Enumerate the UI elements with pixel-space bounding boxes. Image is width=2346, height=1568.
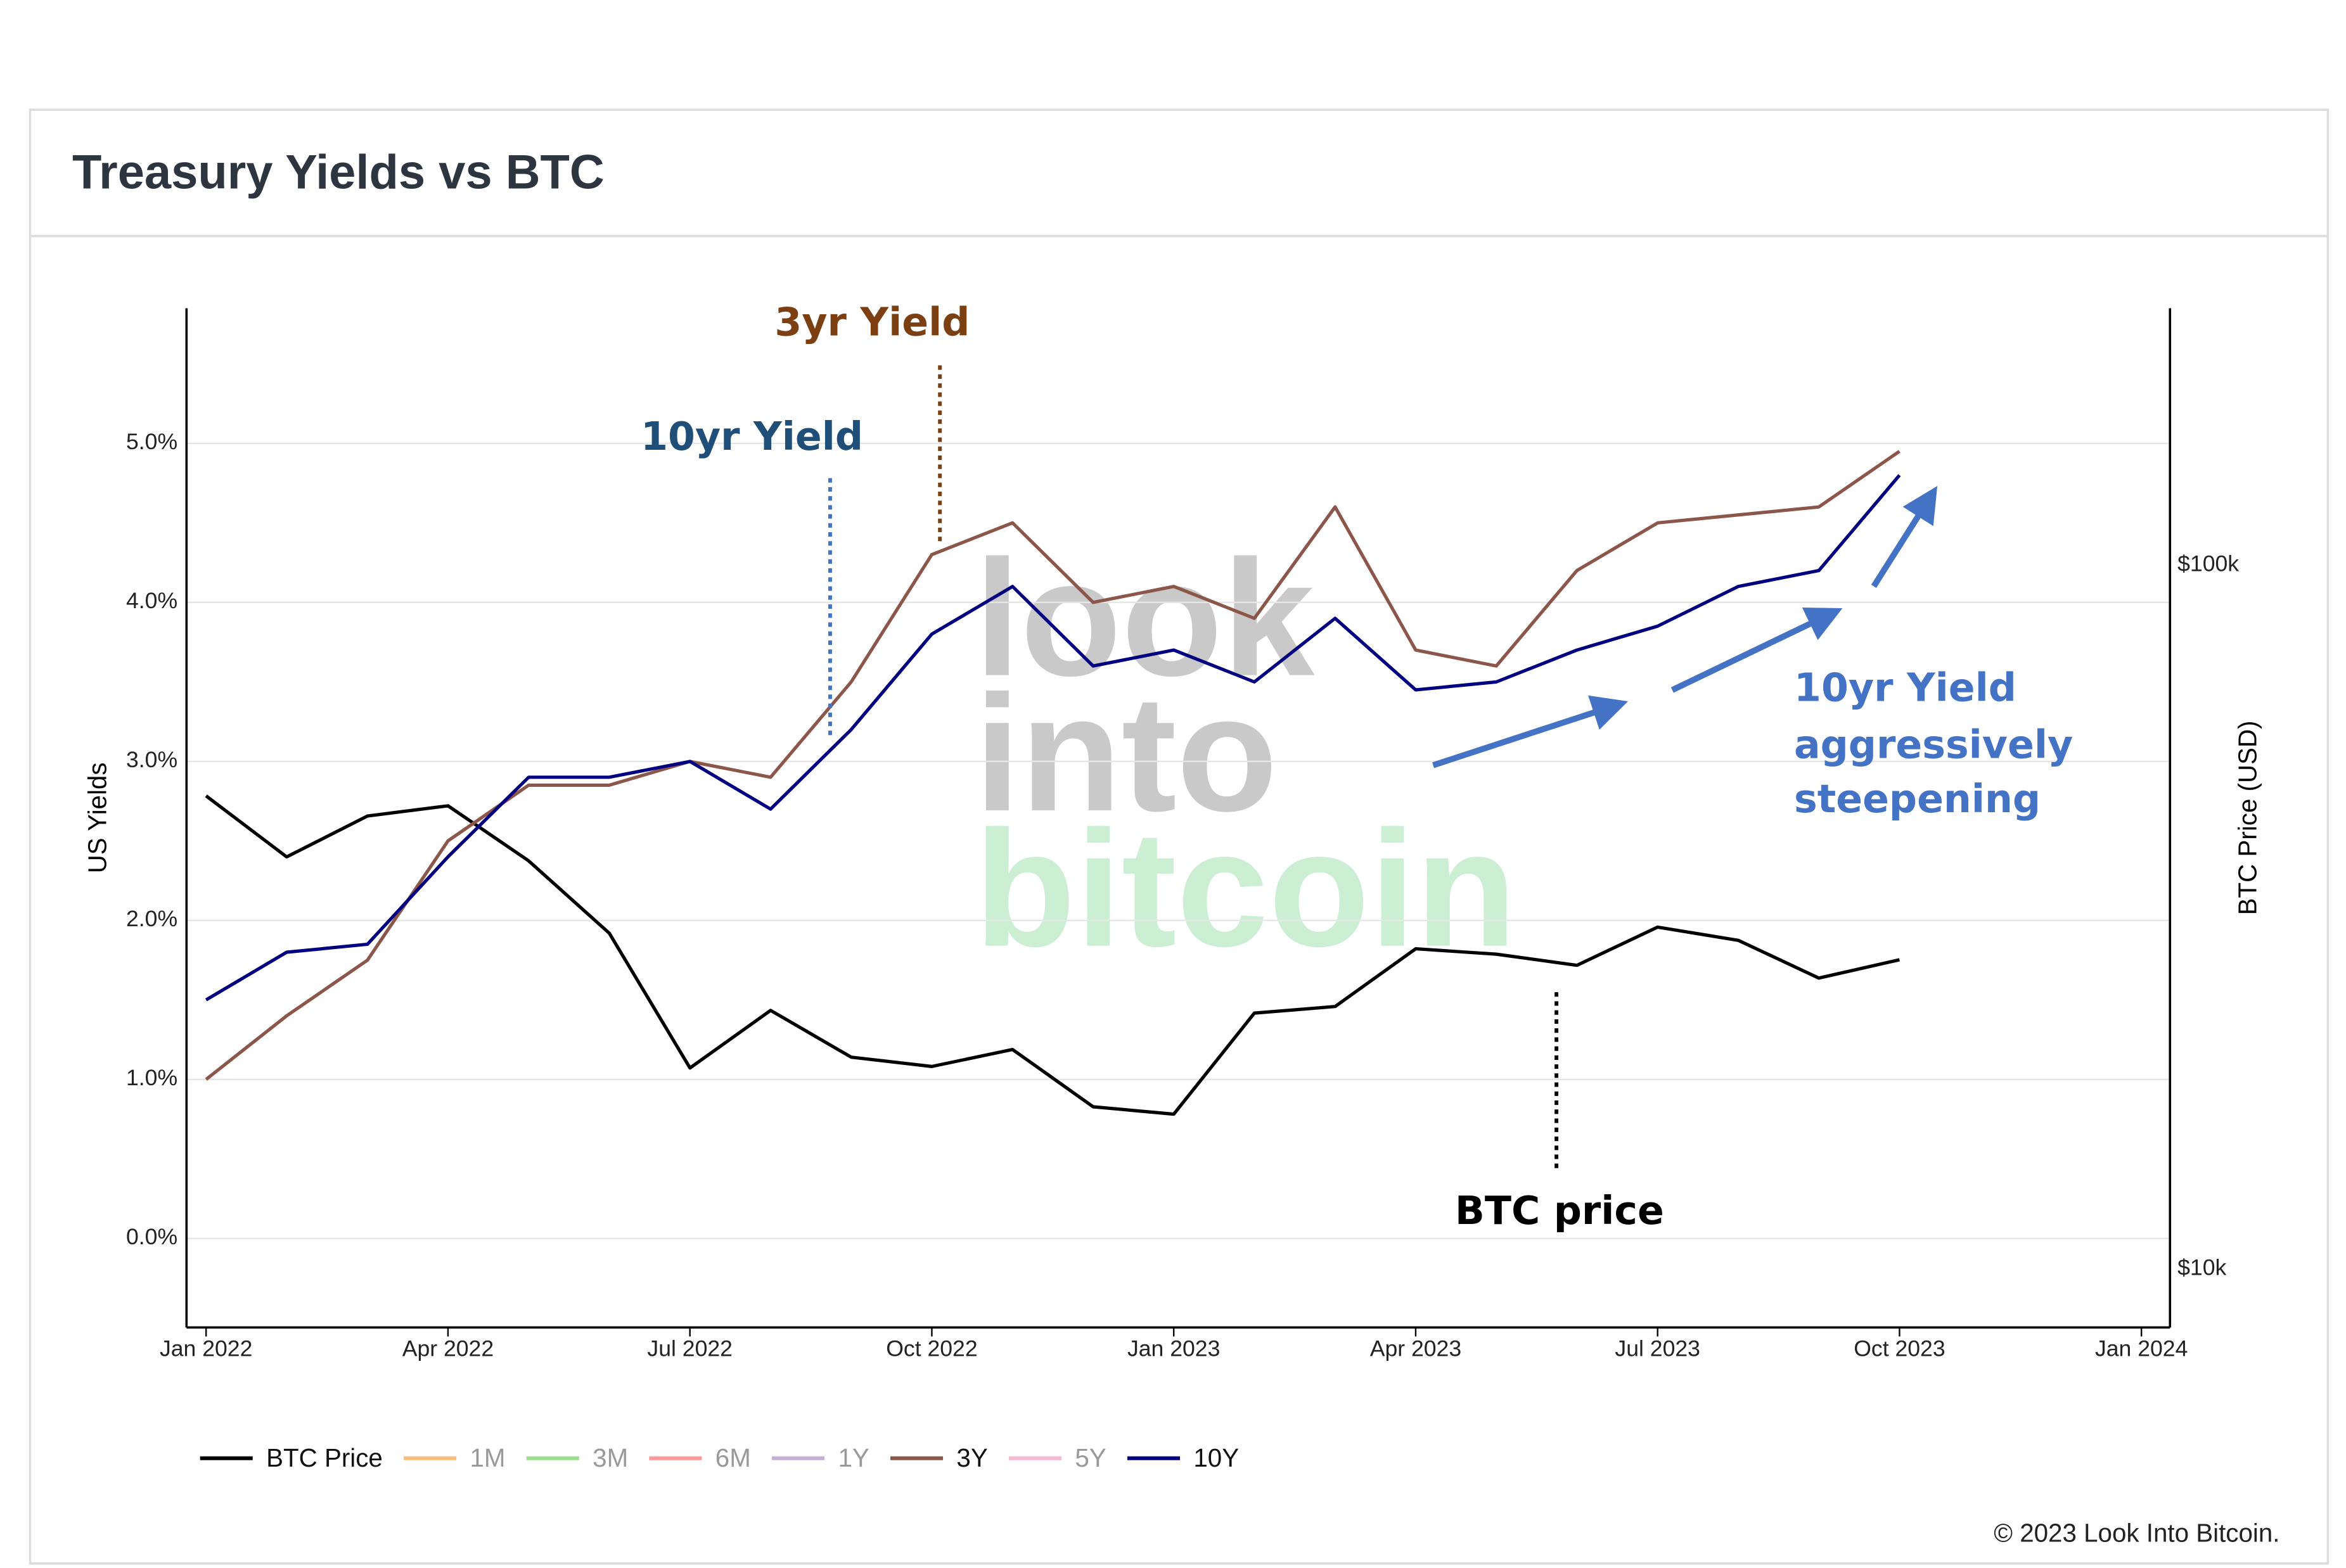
annotation: BTC price bbox=[1455, 1188, 1664, 1233]
y-tick-label: 1.0% bbox=[126, 1065, 177, 1090]
y-axis-title: US Yields bbox=[82, 762, 112, 873]
watermark-text: bitcoin bbox=[975, 797, 1516, 981]
x-tick-label: Apr 2022 bbox=[402, 1335, 494, 1361]
steepening-note: 10yr Yield aggressively steepening bbox=[1794, 665, 2073, 822]
legend-label[interactable]: 3Y bbox=[956, 1443, 987, 1472]
x-tick-label: Jul 2022 bbox=[647, 1335, 733, 1361]
legend-label[interactable]: 3M bbox=[593, 1443, 628, 1472]
plot-area bbox=[186, 442, 2170, 1239]
y-tick-label: 0.0% bbox=[126, 1224, 177, 1249]
legend-label[interactable]: 5Y bbox=[1075, 1443, 1106, 1472]
watermark: look into bitcoin bbox=[975, 526, 1516, 981]
card bbox=[29, 108, 2330, 1565]
series-line bbox=[205, 474, 1901, 1002]
arrow bbox=[1670, 607, 1843, 693]
legend-label[interactable]: 10Y bbox=[1193, 1443, 1239, 1472]
arrow bbox=[1871, 486, 1938, 588]
arrow bbox=[1432, 695, 1629, 768]
y2-tick-label: $100k bbox=[2177, 551, 2239, 576]
x-tick-label: Jan 2022 bbox=[160, 1335, 252, 1361]
y-tick-label: 5.0% bbox=[126, 429, 177, 454]
page-title: Treasury Yields vs BTC bbox=[72, 146, 605, 200]
x-tick-label: Jul 2023 bbox=[1615, 1335, 1700, 1361]
annotation: aggressively bbox=[1794, 722, 2073, 767]
legend-label[interactable]: 1M bbox=[470, 1443, 505, 1472]
y-tick-label: 3.0% bbox=[126, 747, 177, 772]
y2-tick-label: $10k bbox=[2177, 1254, 2226, 1280]
x-tick-label: Oct 2022 bbox=[886, 1335, 977, 1361]
watermark-text: into bbox=[975, 661, 1278, 846]
annotation: steepening bbox=[1794, 776, 2041, 822]
y2-axis-title: BTC Price (USD) bbox=[2233, 720, 2262, 915]
series-line bbox=[205, 450, 1901, 1081]
legend: BTC Price 1M 3M 6M 1Y 3Y 5Y 10Y bbox=[200, 1443, 1239, 1472]
annotation: 3yr Yield bbox=[774, 300, 970, 345]
series-line bbox=[205, 794, 1900, 1116]
trend-arrows bbox=[1432, 486, 1938, 768]
x-tick-label: Oct 2023 bbox=[1854, 1335, 1945, 1361]
legend-label[interactable]: 1Y bbox=[838, 1443, 869, 1472]
annotation: 10yr Yield bbox=[1794, 665, 2016, 710]
legend-label[interactable]: 6M bbox=[715, 1443, 751, 1472]
legend-label[interactable]: BTC Price bbox=[266, 1443, 383, 1472]
footer: © 2023 Look Into Bitcoin. bbox=[1994, 1518, 2279, 1547]
y-tick-label: 4.0% bbox=[126, 588, 177, 613]
x-tick-label: Jan 2023 bbox=[1127, 1335, 1220, 1361]
annotation: 10yr Yield bbox=[641, 414, 863, 459]
x-tick-label: Apr 2023 bbox=[1370, 1335, 1461, 1361]
y-tick-label: 2.0% bbox=[126, 906, 177, 931]
x-tick-label: Jan 2024 bbox=[2095, 1335, 2188, 1361]
